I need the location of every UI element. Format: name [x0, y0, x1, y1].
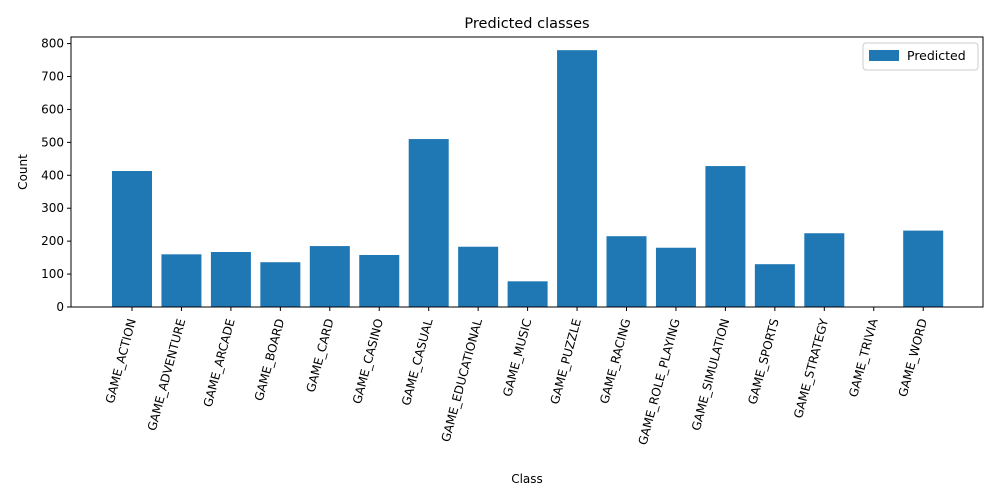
bar-game-music — [507, 281, 548, 307]
y-tick-label: 500 — [41, 135, 64, 149]
x-tick-label: GAME_RACING — [597, 317, 633, 405]
x-tick-label: GAME_MUSIC — [500, 317, 534, 398]
bar-game-simulation — [705, 166, 746, 307]
bar-game-action — [112, 171, 152, 307]
legend: Predicted — [862, 42, 979, 71]
bar-game-casino — [359, 254, 400, 307]
y-tick-label: 600 — [41, 102, 64, 116]
y-tick-label: 700 — [41, 70, 64, 84]
legend-frame — [862, 42, 979, 71]
x-tick-label: GAME_SPORTS — [745, 317, 781, 406]
x-tick-label: GAME_BOARD — [252, 317, 287, 402]
bar-game-puzzle — [557, 50, 598, 308]
x-tick-label: GAME_CARD — [304, 317, 337, 394]
bar-game-adventure — [161, 254, 202, 307]
bar-game-word — [903, 230, 944, 307]
bars-group — [112, 50, 944, 308]
x-tick-label: GAME_ACTION — [103, 317, 139, 405]
bar-game-role-playing — [655, 247, 696, 307]
bar-game-casual — [408, 139, 449, 307]
y-tick-label: 200 — [41, 234, 64, 248]
x-tick-label: GAME_CASUAL — [399, 317, 436, 407]
x-tick-label: GAME_WORD — [896, 317, 930, 398]
y-tick-label: 300 — [41, 201, 64, 215]
legend-label: Predicted — [907, 48, 966, 63]
x-tick-label: GAME_STRATEGY — [791, 317, 831, 420]
y-tick-label: 400 — [41, 168, 64, 182]
bar-game-arcade — [210, 252, 251, 307]
bar-game-racing — [606, 236, 647, 307]
x-axis-label: Class — [511, 472, 543, 486]
x-tick-label: GAME_EDUCATIONAL — [439, 317, 485, 443]
y-axis-label: Count — [16, 154, 30, 190]
y-tick-label: 800 — [41, 37, 64, 51]
chart-title: Predicted classes — [464, 16, 589, 32]
x-tick-label: GAME_ARCADE — [201, 317, 238, 408]
x-tick-label: GAME_CASINO — [350, 317, 386, 405]
x-tick-label: GAME_TRIVIA — [846, 316, 881, 398]
y-tick-label: 100 — [41, 267, 64, 281]
y-tick-label: 0 — [56, 300, 64, 314]
bar-game-educational — [458, 246, 499, 307]
bar-game-board — [260, 262, 301, 307]
x-tick-label: GAME_SIMULATION — [689, 317, 732, 432]
bar-game-sports — [754, 264, 795, 307]
bar-game-strategy — [804, 233, 845, 307]
x-tick-label: GAME_ADVENTURE — [145, 317, 188, 432]
plot-frame — [70, 36, 984, 308]
y-axis-ticks: 0 100 200 300 400 500 600 700 800 — [41, 37, 71, 314]
x-axis-ticks: GAME_ACTION GAME_ADVENTURE GAME_ARCADE GAME… — [103, 307, 930, 446]
x-tick-label: GAME_ROLE_PLAYING — [636, 317, 683, 446]
x-tick-label: GAME_PUZZLE — [548, 317, 584, 406]
legend-swatch — [869, 50, 899, 61]
bar-game-card — [309, 246, 350, 307]
